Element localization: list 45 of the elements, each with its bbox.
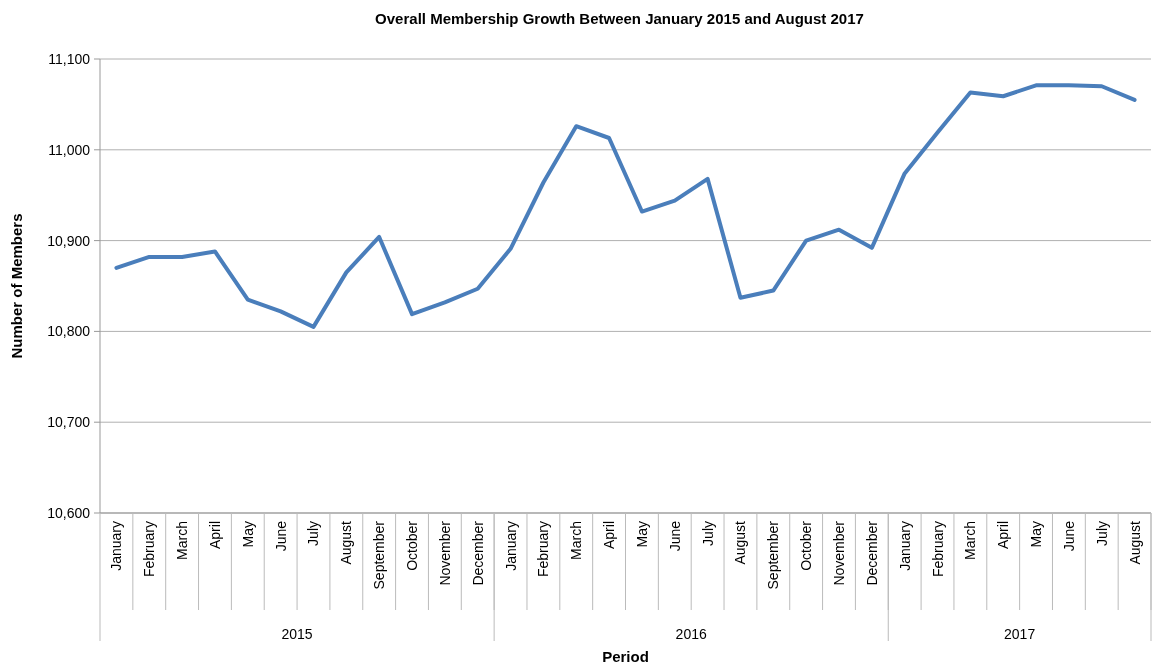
y-tick-label: 10,900 [47,232,91,249]
x-tick-label: January [108,521,125,571]
x-tick-label: October [798,520,815,571]
x-tick-label: May [239,521,256,548]
y-tick-label: 10,600 [47,504,91,521]
x-tick-label: August [732,520,749,565]
x-tick-label: March [962,521,979,560]
x-tick-label: February [535,521,552,578]
x-tick-label: March [174,521,191,560]
x-tick-label: June [272,520,289,552]
y-tick-label: 10,700 [47,414,91,431]
x-tick-label: March [568,521,585,560]
x-tick-label: July [699,521,716,546]
x-tick-label: July [305,521,322,546]
x-tick-label: August [1126,520,1143,565]
text: 2015 [281,626,313,642]
x-tick-label: July [1093,521,1110,546]
x-tick-label: May [1028,521,1045,548]
x-tick-label: May [633,521,650,548]
x-tick-label: October [404,520,421,571]
x-tick-label: April [206,521,223,550]
line-series [114,83,1137,329]
x-tick-label: February [141,521,158,578]
x-tick-label: February [929,521,946,578]
x-axis-title: Period [602,648,649,665]
chart-title: Overall Membership Growth Between January 2015 and August 2017 [375,10,864,27]
x-tick-label: January [896,521,913,571]
x-tick-label: April [995,521,1012,550]
x-tick-label: April [601,521,618,550]
x-tick-label: January [502,521,519,571]
y-tick-label: 11,000 [48,141,91,158]
x-tick-label: December [469,520,486,586]
x-tick-label: August [338,520,355,565]
x-tick-label: September [765,520,782,590]
x-tick-label: June [1060,520,1077,552]
x-tick-label: September [371,520,388,590]
text: 2016 [675,626,707,642]
text: 2017 [1004,626,1036,642]
x-tick-label: November [830,520,847,586]
x-tick-label: November [436,520,453,586]
y-axis-title: Number of Members [8,213,25,359]
x-tick-label: June [666,520,683,552]
y-tick-label: 10,800 [47,323,91,340]
y-tick-label: 11,100 [48,50,91,67]
x-tick-label: December [863,520,880,586]
